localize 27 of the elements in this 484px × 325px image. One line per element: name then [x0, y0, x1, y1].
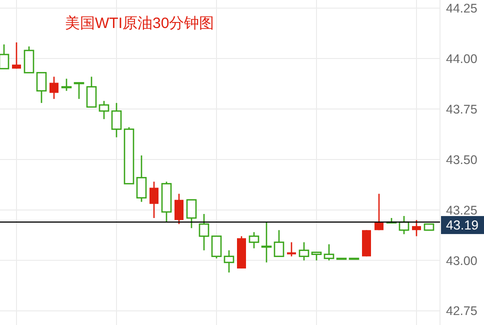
y-tick-label: 43.50 [446, 152, 478, 167]
candlestick [98, 100, 110, 120]
y-tick-label: 43.75 [446, 102, 478, 116]
candlestick [111, 102, 122, 138]
candlestick [248, 231, 260, 249]
candlestick [198, 213, 210, 251]
candlestick [86, 76, 97, 108]
candlestick [224, 250, 234, 274]
y-tick-label: 43.25 [446, 203, 478, 218]
candlestick [324, 244, 334, 262]
y-tick-label: 42.75 [446, 304, 478, 318]
candlestick [261, 221, 272, 264]
ref-line-label: 43.19 [446, 218, 479, 233]
candlestick [298, 242, 310, 262]
y-tick-label: 44.00 [446, 52, 478, 66]
y-tick-label: 44.25 [446, 1, 478, 16]
candlestick [74, 82, 84, 100]
candlestick [186, 199, 197, 229]
candlestick [211, 236, 222, 260]
candlestick [136, 154, 147, 203]
candlestick [274, 229, 284, 258]
candlestick [24, 46, 34, 74]
candlestick [398, 215, 410, 235]
text: 美国WTI原油30分钟图 [65, 15, 214, 32]
candlestick [36, 72, 47, 104]
y-tick-label: 43.00 [446, 254, 478, 268]
candlestick [61, 78, 72, 92]
